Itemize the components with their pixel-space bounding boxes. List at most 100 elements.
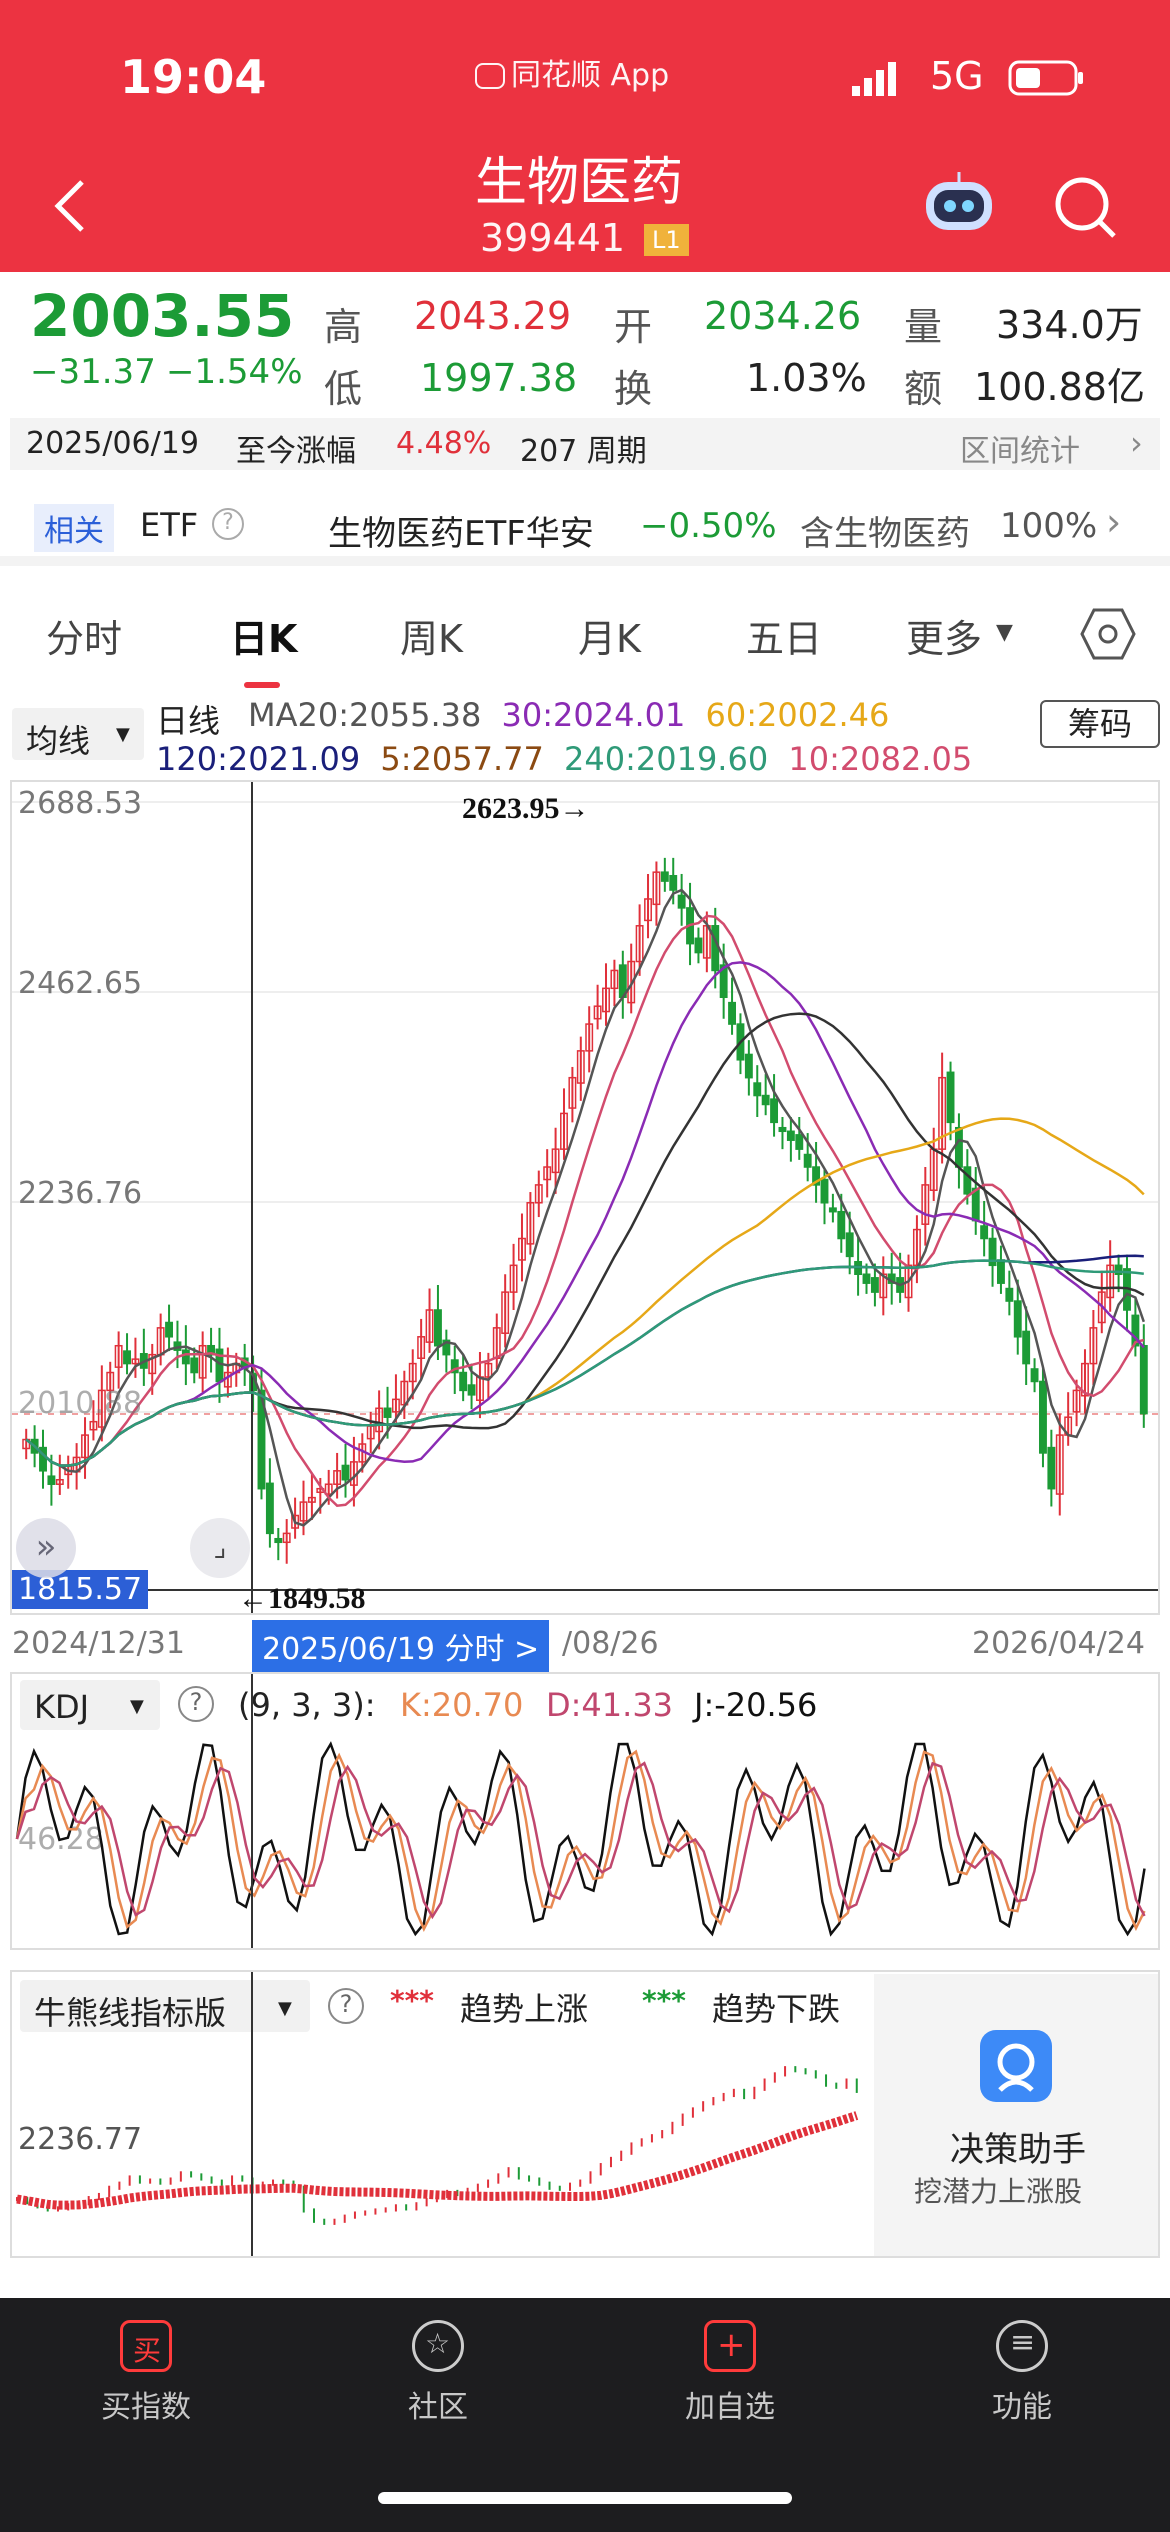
candle-body bbox=[593, 1005, 602, 1020]
candle-body bbox=[1081, 1362, 1089, 1397]
candle-body bbox=[417, 1336, 426, 1359]
settings-hexagon-icon[interactable] bbox=[1080, 606, 1136, 671]
tab-daily-k[interactable]: 日K bbox=[230, 617, 298, 661]
kdj-panel[interactable]: KDJ ▼ ? (9, 3, 3): K:20.70 D:41.33 J:-20… bbox=[10, 1672, 1160, 1950]
back-icon[interactable] bbox=[50, 176, 90, 240]
range-date: 2025/06/19 bbox=[26, 426, 199, 461]
range-period: 207 周期 bbox=[520, 434, 647, 469]
range-bar[interactable]: 2025/06/19 至今涨幅 4.48% 207 周期 区间统计 › bbox=[10, 418, 1160, 470]
candle-body bbox=[1055, 1434, 1064, 1495]
bull-bear-label: 牛熊线指标版 bbox=[34, 1994, 227, 2032]
candle-body bbox=[568, 1076, 577, 1109]
candle-body bbox=[988, 1237, 997, 1267]
nav-community-label: 社区 bbox=[408, 2390, 468, 2425]
help-icon[interactable]: ? bbox=[212, 508, 244, 540]
turnover-value: 1.03% bbox=[746, 356, 867, 400]
kline-chart[interactable]: 2688.53 2462.65 2236.76 2010.88 2623.95→… bbox=[10, 780, 1160, 1615]
candle-body bbox=[770, 1098, 779, 1124]
robot-assistant-icon[interactable] bbox=[920, 170, 998, 240]
bull-bear-tick: 2236.77 bbox=[18, 2122, 143, 2157]
help-icon[interactable]: ? bbox=[178, 1686, 214, 1722]
range-stats-link[interactable]: 区间统计 bbox=[960, 434, 1080, 469]
candle-body bbox=[257, 1389, 266, 1490]
nav-functions-label: 功能 bbox=[992, 2390, 1052, 2425]
nav-add-watchlist-label: 加自选 bbox=[685, 2390, 775, 2425]
candle-body bbox=[1047, 1446, 1056, 1490]
candle-body bbox=[837, 1210, 846, 1240]
candle-body bbox=[509, 1264, 518, 1293]
candle-body bbox=[551, 1148, 560, 1174]
candle-body bbox=[652, 871, 661, 906]
caret-down-icon: ▼ bbox=[996, 620, 1013, 645]
open-label: 开 bbox=[614, 305, 653, 349]
tab-five-day[interactable]: 五日 bbox=[746, 617, 823, 661]
range-pct: 4.48% bbox=[396, 426, 492, 461]
etf-row[interactable]: 相关 ETF ? 生物医药ETF华安 −0.50% 含生物医药 100% › bbox=[0, 486, 1170, 566]
nav-add-watchlist[interactable]: + 加自选 bbox=[640, 2320, 820, 2426]
caret-down-icon: ▼ bbox=[116, 724, 130, 745]
caret-down-icon: ▼ bbox=[130, 1696, 144, 1717]
candle-body bbox=[946, 1071, 955, 1124]
x-label-end: 2026/04/24 bbox=[972, 1626, 1145, 1661]
expand-arrows-icon[interactable]: » bbox=[16, 1518, 76, 1578]
y-tick-4: 2010.88 bbox=[18, 1386, 143, 1421]
candle-body bbox=[467, 1384, 476, 1396]
candle-body bbox=[904, 1264, 913, 1299]
candle-body bbox=[812, 1166, 821, 1186]
tab-fenshi[interactable]: 分时 bbox=[46, 617, 123, 661]
candle-body bbox=[828, 1207, 837, 1213]
current-price: 2003.55 bbox=[30, 282, 295, 350]
y-tick-3: 2236.76 bbox=[18, 1176, 143, 1211]
search-icon[interactable] bbox=[1050, 172, 1120, 246]
signal-icon bbox=[850, 58, 910, 102]
min-annotation: ←1849.58 bbox=[238, 1582, 366, 1615]
candle-body bbox=[47, 1475, 56, 1485]
chips-button[interactable]: 筹码 bbox=[1040, 700, 1160, 748]
nav-functions[interactable]: ≡ 功能 bbox=[932, 2320, 1112, 2426]
network-type: 5G bbox=[930, 54, 984, 98]
tab-more[interactable]: 更多 bbox=[906, 617, 983, 661]
nav-community[interactable]: ☆ 社区 bbox=[348, 2320, 528, 2426]
candle-body bbox=[1139, 1344, 1148, 1415]
candle-body bbox=[669, 874, 678, 891]
bull-bear-dropdown[interactable]: 牛熊线指标版 ▼ bbox=[20, 1980, 310, 2032]
bull-bear-panel[interactable]: 牛熊线指标版 ▼ ? *** 趋势上涨 *** 趋势下跌 2236.77 决策助… bbox=[10, 1970, 1160, 2258]
candle-body bbox=[1089, 1327, 1098, 1365]
trend-down-label: 趋势下跌 bbox=[712, 1990, 841, 2028]
decision-assistant-card[interactable]: 决策助手 挖潜力上涨股 bbox=[874, 1974, 1158, 2256]
candle-body bbox=[912, 1228, 921, 1267]
ma-row-2: 120:2021.09 5:2057.77 240:2019.60 10:208… bbox=[156, 740, 972, 778]
buy-icon: 买 bbox=[120, 2320, 172, 2372]
help-icon[interactable]: ? bbox=[328, 1988, 364, 2024]
tab-monthly-k[interactable]: 月K bbox=[578, 617, 641, 661]
etf-name[interactable]: 生物医药ETF华安 bbox=[328, 514, 594, 554]
candle-body bbox=[526, 1202, 535, 1245]
kdj-dropdown[interactable]: KDJ ▼ bbox=[20, 1680, 160, 1730]
nav-buy-index[interactable]: 买 买指数 bbox=[56, 2320, 236, 2426]
ma-value-120: 120:2021.09 bbox=[156, 740, 361, 778]
caret-down-icon: ▼ bbox=[278, 1998, 292, 2019]
candle-body bbox=[820, 1178, 829, 1204]
fullscreen-icon[interactable]: ⌟ bbox=[190, 1518, 250, 1578]
range-label: 至今涨幅 bbox=[236, 434, 356, 469]
tab-weekly-k[interactable]: 周K bbox=[400, 617, 463, 661]
chevron-right-icon: › bbox=[1130, 424, 1143, 462]
ma-dropdown[interactable]: 均线 ▼ bbox=[12, 708, 144, 760]
ma-value-30: 30:2024.01 bbox=[501, 696, 686, 734]
candle-body bbox=[870, 1277, 879, 1293]
decision-assistant-subtitle: 挖潜力上涨股 bbox=[914, 2175, 1083, 2208]
candle-body bbox=[786, 1130, 795, 1141]
candle-body bbox=[518, 1237, 526, 1261]
menu-icon: ≡ bbox=[996, 2320, 1048, 2372]
etf-tag: 相关 bbox=[34, 504, 114, 552]
etf-contain-label: 含生物医药 bbox=[800, 514, 970, 554]
bull-bear-band bbox=[16, 2111, 859, 2210]
kdj-params: (9, 3, 3): bbox=[238, 1686, 376, 1724]
decision-assistant-title: 决策助手 bbox=[950, 2130, 1086, 2170]
candle-body bbox=[1114, 1264, 1123, 1275]
candle-body bbox=[123, 1350, 131, 1365]
crosshair-date-label[interactable]: 2025/06/19 分时 > bbox=[252, 1620, 550, 1672]
candle-body bbox=[677, 894, 686, 909]
kdj-j-line bbox=[15, 1741, 1146, 1937]
quote-panel: 2003.55 −31.37 −1.54% 高 2043.29 低 1997.3… bbox=[0, 272, 1170, 480]
